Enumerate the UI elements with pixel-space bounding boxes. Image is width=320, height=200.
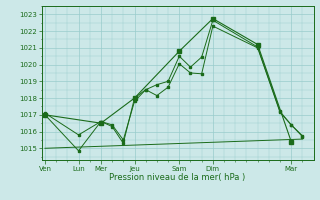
X-axis label: Pression niveau de la mer( hPa ): Pression niveau de la mer( hPa ) [109, 173, 246, 182]
